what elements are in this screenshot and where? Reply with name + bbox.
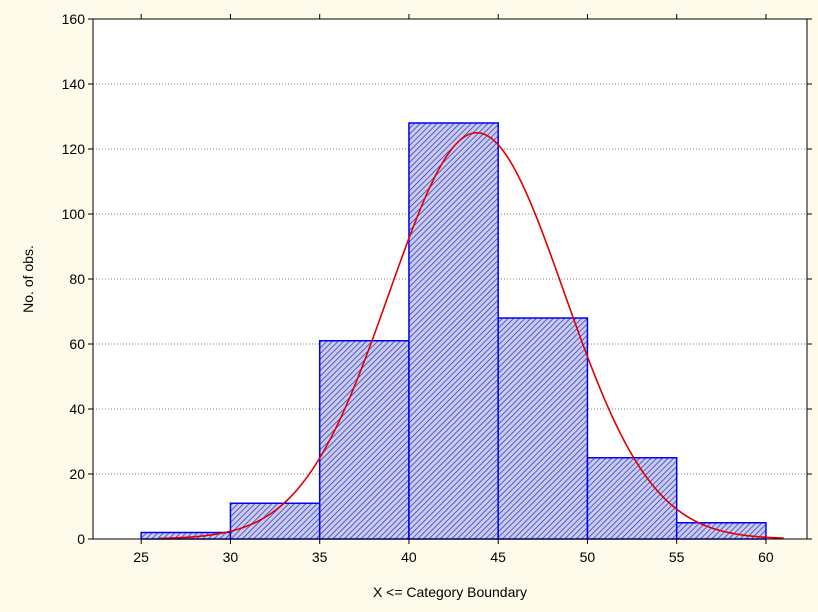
x-tick-label: 30 [223, 549, 239, 565]
y-tick-label: 80 [69, 271, 85, 287]
y-tick-label: 40 [69, 401, 85, 417]
x-tick-label: 40 [401, 549, 417, 565]
histogram-bar [229, 502, 321, 540]
y-axis-ticks: 0 20 40 60 80 100 120 140 160 [62, 11, 812, 547]
x-axis-ticks: 25 30 35 40 45 50 55 60 [133, 14, 774, 565]
y-tick-label: 160 [62, 11, 86, 27]
y-tick-label: 0 [77, 531, 85, 547]
x-tick-label: 55 [669, 549, 685, 565]
x-tick-label: 60 [758, 549, 774, 565]
y-tick-label: 20 [69, 466, 85, 482]
x-tick-label: 35 [312, 549, 328, 565]
y-tick-label: 100 [62, 206, 86, 222]
y-tick-label: 120 [62, 141, 86, 157]
normal-curve [159, 131, 784, 539]
y-tick-label: 60 [69, 336, 85, 352]
x-tick-label: 50 [580, 549, 596, 565]
histogram-bar [318, 340, 410, 540]
y-tick-label: 140 [62, 76, 86, 92]
histogram-bar [497, 317, 589, 540]
y-axis-title: No. of obs. [20, 245, 36, 313]
histogram-bar [408, 122, 499, 540]
histogram-bar [586, 457, 678, 540]
x-tick-label: 45 [490, 549, 506, 565]
x-tick-label: 25 [133, 549, 149, 565]
normal-curve-layer [159, 131, 784, 539]
x-axis-title: X <= Category Boundary [373, 584, 527, 600]
histogram-bars [140, 122, 767, 540]
